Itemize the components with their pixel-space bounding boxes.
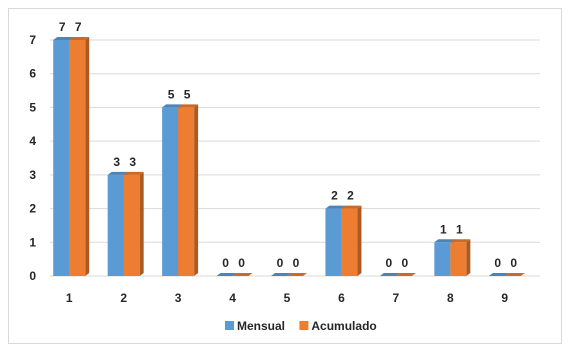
bar-top [162,104,183,108]
bar-front [178,107,195,276]
data-label: 2 [331,189,338,203]
bar-front [450,242,467,276]
bar-top [232,273,253,276]
bar-top [341,205,362,209]
bar-top [379,273,400,276]
x-tick-label: 4 [229,291,236,305]
data-label: 3 [129,155,136,169]
bar-top [450,239,471,243]
legend-label: Mensual [237,319,285,333]
x-tick-label: 7 [393,291,400,305]
bar-side [85,37,90,276]
y-tick-label: 7 [29,33,36,47]
bar [232,273,253,276]
data-label: 0 [402,256,409,270]
bar [395,273,416,276]
bar-top [123,171,144,175]
x-tick-label: 2 [120,291,127,305]
legend-swatch [299,321,309,330]
bar-top [69,37,90,40]
x-tick-label: 8 [447,291,454,305]
bar [379,273,400,276]
legend-label: Acumulado [311,319,376,333]
bar-top [287,273,307,276]
data-label: 0 [222,256,229,270]
bar-front [53,40,70,276]
y-tick-label: 6 [29,67,36,81]
bar [271,273,291,276]
data-label: 0 [293,256,300,270]
bar-side [139,171,144,276]
bar-side [357,205,362,276]
bar [341,205,362,276]
bar [69,37,90,276]
bar-side [194,104,199,276]
bar-front [325,208,342,276]
bars [53,37,525,276]
bar-front [434,242,451,276]
bar-front [341,208,358,276]
bar-front [123,174,140,276]
bar [216,273,237,276]
bar [287,273,307,276]
bar-top [395,273,416,276]
chart-frame [8,8,562,344]
axes: 0 1 2 3 4 5 6 7 1 2 3 4 5 6 7 8 9 [29,33,508,305]
y-tick-label: 1 [29,235,36,249]
bar-top [271,273,291,276]
data-label: 1 [440,222,447,236]
bar-top [53,37,74,40]
x-tick-label: 6 [338,291,345,305]
bar-top [216,273,237,276]
data-label: 0 [386,256,393,270]
bar [504,273,525,276]
data-label: 7 [75,20,82,34]
bar-top [325,205,346,209]
data-label: 0 [494,256,501,270]
bar-top [488,273,509,276]
data-label: 7 [59,20,66,34]
legend: Mensual Acumulado [225,319,377,333]
bar-top [504,273,525,276]
y-tick-label: 0 [29,269,36,283]
bar-top [434,239,455,243]
x-tick-label: 5 [284,291,291,305]
bar [123,171,144,276]
data-label: 2 [347,189,354,203]
bar-front [69,40,86,276]
data-label: 0 [277,256,284,270]
data-label: 0 [238,256,245,270]
bar-front [107,174,124,276]
data-label: 3 [113,155,120,169]
bar-top [178,104,199,108]
data-label: 5 [168,87,175,101]
x-tick-label: 3 [175,291,182,305]
bar [178,104,199,276]
bar-top [107,171,128,175]
x-tick-label: 9 [501,291,508,305]
legend-swatch [225,321,234,330]
y-tick-label: 4 [29,134,36,148]
x-tick-label: 1 [66,291,73,305]
bar [488,273,509,276]
y-tick-label: 5 [29,100,36,114]
bar-side [466,239,471,276]
bar-front [162,107,179,276]
data-label: 1 [456,222,463,236]
y-tick-label: 3 [29,168,36,182]
data-label: 5 [184,87,191,101]
y-tick-label: 2 [29,202,36,216]
bar [450,239,471,276]
data-label: 0 [510,256,517,270]
